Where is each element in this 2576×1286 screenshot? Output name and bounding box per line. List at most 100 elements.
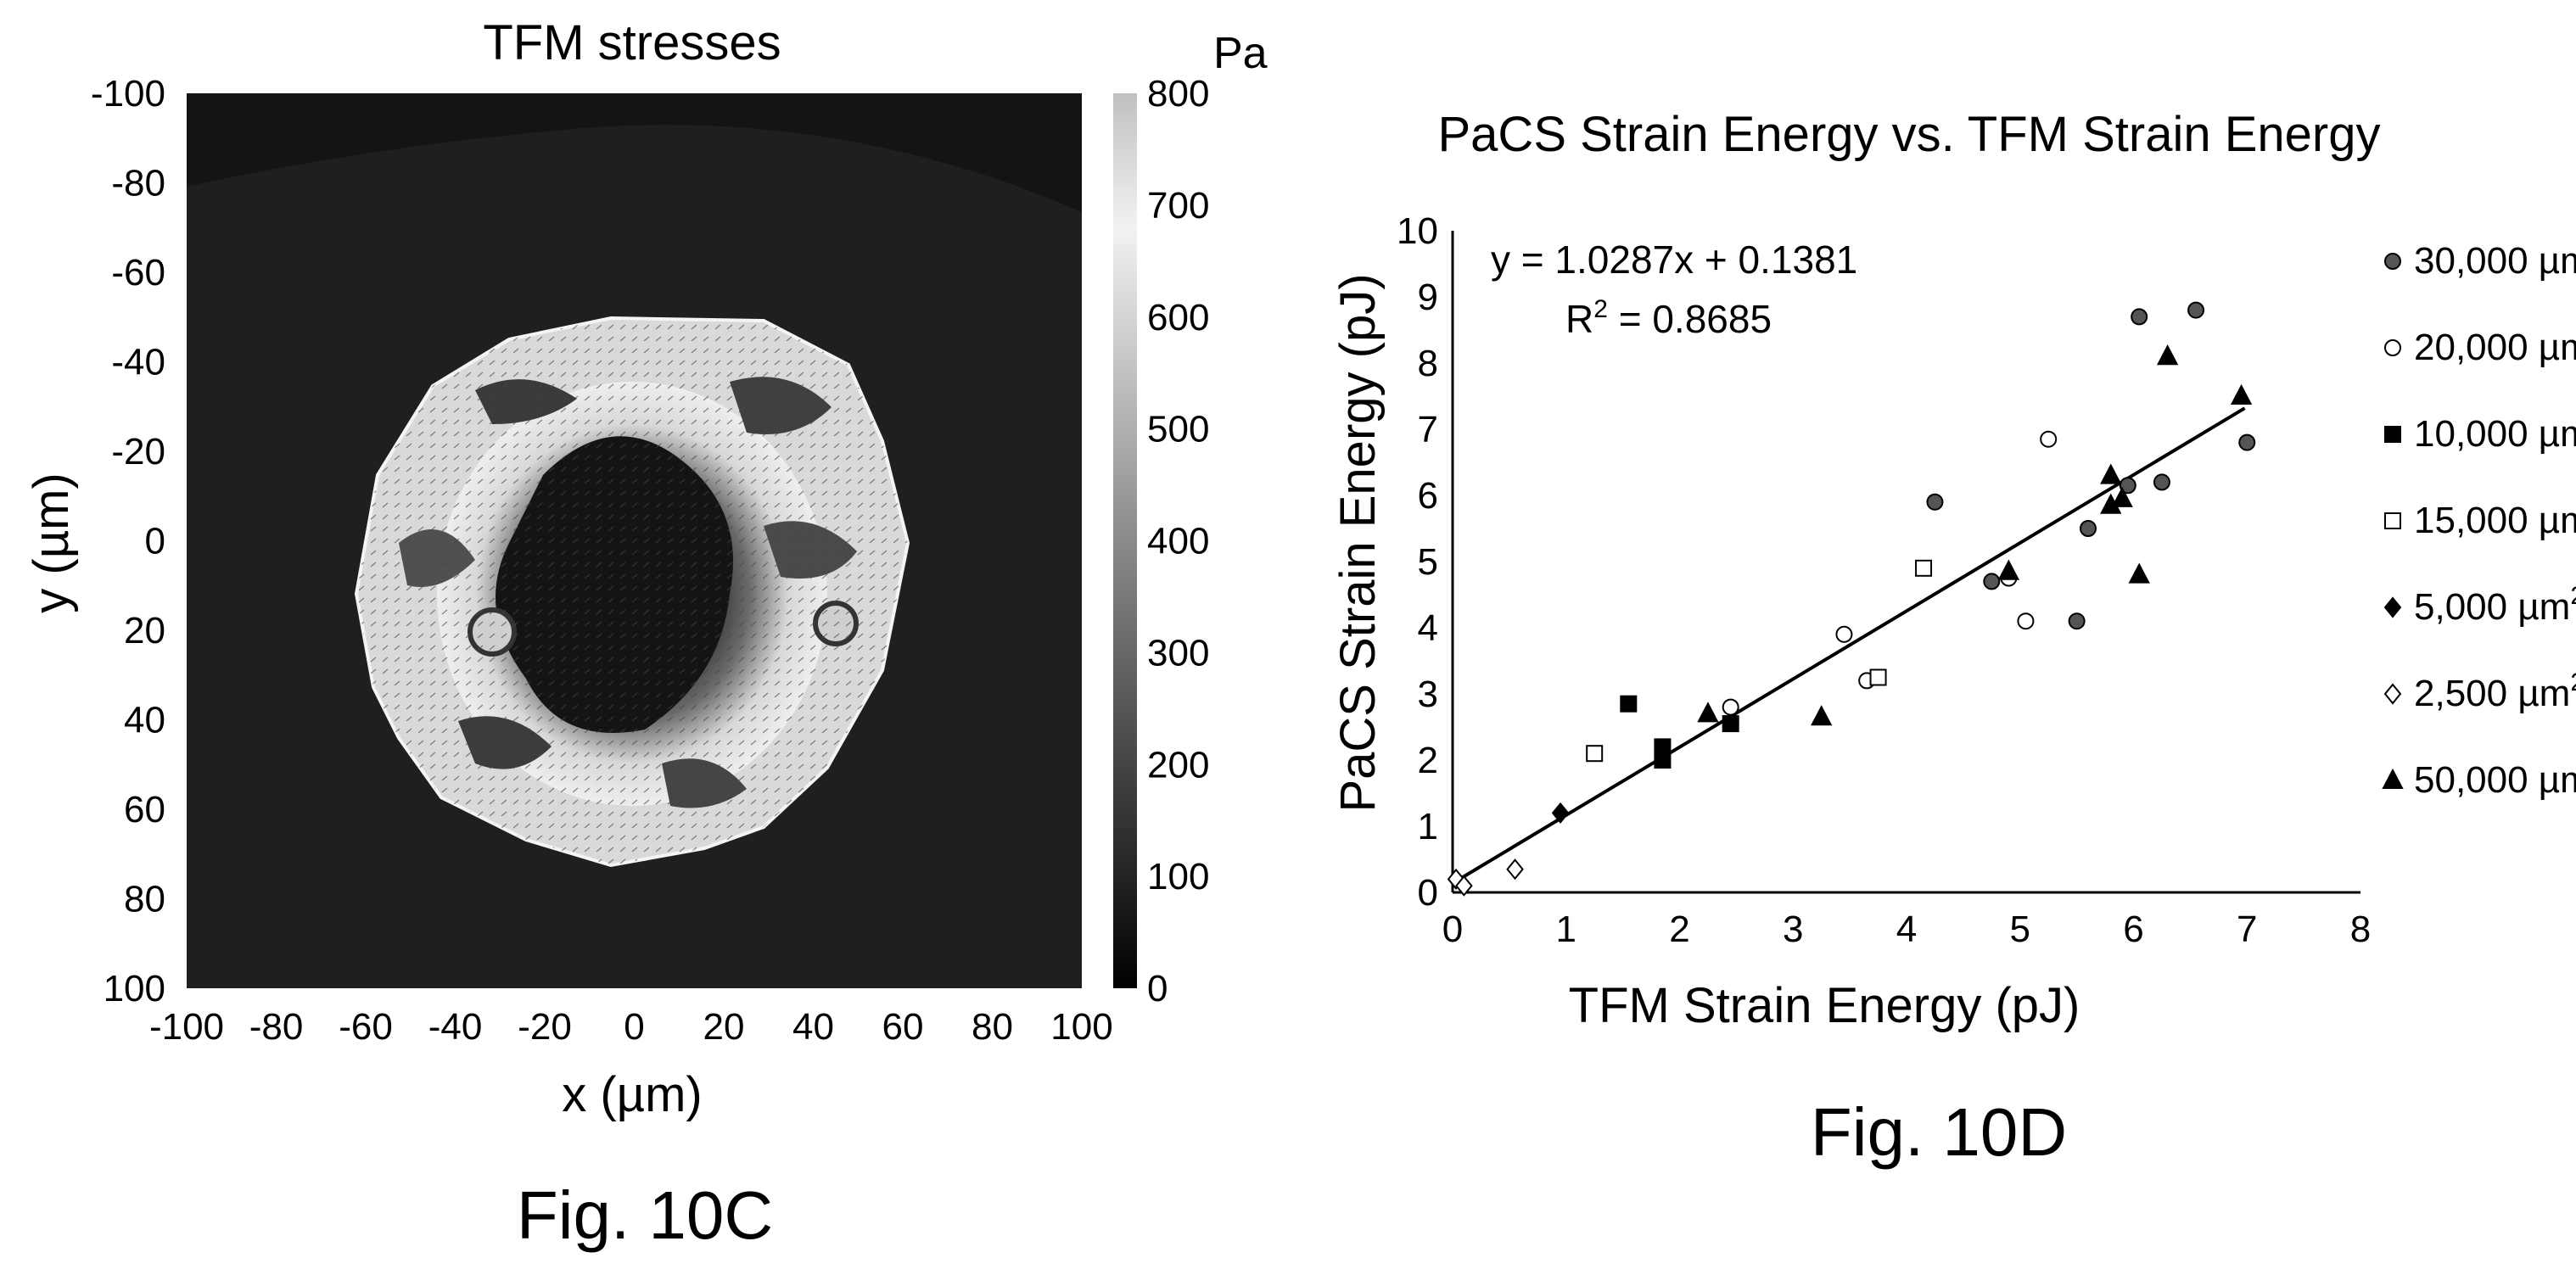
colorbar-tick-label: 0 [1147, 968, 1168, 1009]
heatmap-title: TFM stresses [483, 15, 781, 70]
scatter-y-tick-label: 3 [1418, 674, 1438, 715]
legend-marker [2383, 596, 2402, 618]
figure-caption-10d: Fig. 10D [1811, 1094, 2067, 1170]
data-point [1835, 625, 1853, 643]
r2-value: = 0.8685 [1608, 297, 1772, 341]
data-point [1586, 745, 1604, 763]
legend-label-text: 50,000 µm [2414, 759, 2576, 801]
heatmap-y-tick-label: -40 [111, 342, 165, 383]
legend-label: 15,000 µm2 [2414, 495, 2576, 541]
data-point [2100, 463, 2122, 484]
data-point [2128, 562, 2150, 584]
series-3 [1586, 559, 1933, 763]
legend-label-text: 5,000 µm [2414, 586, 2570, 628]
heatmap-x-tick-label: 100 [1050, 1006, 1112, 1048]
heatmap-y-tick-label: 100 [104, 968, 165, 1009]
heatmap-x-tick-label: 0 [624, 1006, 644, 1048]
scatter-x-axis-label: TFM Strain Energy (pJ) [1569, 978, 2080, 1033]
scatter-y-tick-label: 2 [1418, 740, 1438, 781]
scatter-y-tick-label: 10 [1397, 210, 1438, 252]
data-point [2017, 612, 2035, 630]
colorbar-tick-label: 600 [1147, 297, 1209, 338]
scatter-x-tick-label: 5 [2010, 909, 2030, 950]
heatmap-x-tick-label: 40 [792, 1006, 834, 1048]
heatmap-background-region [187, 93, 1082, 212]
legend-item: 2,500 µm2 [2383, 668, 2576, 714]
data-point [2111, 486, 2133, 507]
heatmap-y-tick-label: 40 [124, 700, 165, 741]
legend-label: 20,000 µm2 [2414, 322, 2576, 368]
scatter-axes [1451, 231, 2360, 894]
heatmap-x-tick-labels: -100 -80 -60 -40 -20 0 20 40 60 80 100 [149, 1006, 1113, 1048]
scatter-title: PaCS Strain Energy vs. TFM Strain Energy [1437, 107, 2380, 162]
strain-energy-scatter: PaCS Strain Energy vs. TFM Strain Energy… [1330, 107, 2576, 1170]
scatter-y-tick-label: 1 [1418, 806, 1438, 847]
scatter-y-tick-label: 7 [1418, 409, 1438, 450]
scatter-y-tick-label: 9 [1418, 277, 1438, 318]
legend-item: 50,000 µm2 [2382, 759, 2576, 801]
data-point [2156, 344, 2179, 366]
legend-label-text: 10,000 µm [2414, 413, 2576, 455]
heatmap-y-tick-labels: -100 -80 -60 -40 -20 0 20 40 60 80 100 [91, 73, 165, 1009]
data-point [1722, 715, 1739, 733]
heatmap-y-tick-label: -60 [111, 252, 165, 294]
data-point [1654, 752, 1672, 769]
tfm-stress-heatmap: TFM stresses -100 -80 -60 -40 -20 0 20 40 60 80 [24, 15, 1268, 1253]
scatter-y-tick-label: 6 [1418, 475, 1438, 517]
scatter-x-tick-label: 7 [2237, 909, 2257, 950]
trendline-r-squared: R2 = 0.8685 [1565, 295, 1772, 341]
scatter-x-tick-label: 1 [1556, 909, 1576, 950]
colorbar-tick-label: 800 [1147, 73, 1209, 115]
data-point [1926, 493, 1944, 511]
legend-label-text: 30,000 µm [2414, 240, 2576, 282]
data-point [2131, 308, 2148, 326]
legend-marker [2382, 768, 2404, 789]
trendline-annotation: y = 1.0287x + 0.1381 R2 = 0.8685 [1491, 238, 1857, 341]
legend-label-superscript: 2 [2570, 668, 2576, 696]
legend-item: 20,000 µm2 [2384, 322, 2576, 368]
scatter-x-tick-label: 6 [2123, 909, 2143, 950]
series-1 [1722, 430, 2058, 716]
scatter-x-tick-label: 0 [1442, 909, 1463, 950]
legend-item: 30,000 µm2 [2384, 240, 2576, 282]
legend-label-text: 20,000 µm [2414, 327, 2576, 368]
legend-marker [2384, 426, 2401, 443]
trendline-equation: y = 1.0287x + 0.1381 [1491, 238, 1857, 282]
colorbar-tick-label: 300 [1147, 632, 1209, 674]
scatter-y-tick-label: 8 [1418, 343, 1438, 384]
data-point [1620, 695, 1638, 713]
heatmap-y-tick-label: 60 [124, 789, 165, 830]
data-point [2080, 520, 2097, 537]
data-point [1455, 875, 1473, 897]
data-point [1551, 802, 1570, 824]
data-point [1722, 698, 1739, 716]
colorbar-unit: Pa [1213, 29, 1268, 78]
scatter-y-tick-label: 5 [1418, 541, 1438, 583]
legend-label: 2,500 µm2 [2414, 668, 2576, 714]
data-point [2040, 430, 2058, 448]
heatmap-y-tick-label: 0 [145, 521, 165, 562]
heatmap-x-axis-label: x (µm) [562, 1067, 702, 1122]
scatter-x-tick-labels: 0 1 2 3 4 5 6 7 8 [1442, 909, 2371, 950]
heatmap-x-tick-label: 20 [703, 1006, 745, 1048]
colorbar-tick-label: 100 [1147, 856, 1209, 897]
heatmap-y-tick-label: -100 [91, 73, 165, 115]
colorbar-tick-label: 700 [1147, 185, 1209, 226]
r2-superscript: 2 [1593, 295, 1608, 323]
data-point [1983, 573, 2001, 590]
legend-item: 15,000 µm2 [2384, 495, 2576, 541]
legend-marker [2384, 512, 2401, 529]
legend-item: 5,000 µm2 [2383, 582, 2576, 628]
heatmap-y-tick-label: -80 [111, 163, 165, 204]
r2-label: R [1565, 297, 1593, 341]
heatmap-x-tick-label: -60 [339, 1006, 393, 1048]
heatmap-y-tick-label: -20 [111, 431, 165, 472]
heatmap-x-tick-label: -20 [518, 1006, 572, 1048]
legend-item: 10,000 µm2 [2384, 413, 2576, 455]
data-point [1869, 668, 1887, 686]
legend-label-text: 2,500 µm [2414, 673, 2570, 714]
legend-label: 5,000 µm2 [2414, 582, 2576, 628]
data-point [2119, 477, 2136, 495]
heatmap-y-axis-label: y (µm) [24, 472, 79, 612]
heatmap-x-tick-label: -80 [249, 1006, 304, 1048]
